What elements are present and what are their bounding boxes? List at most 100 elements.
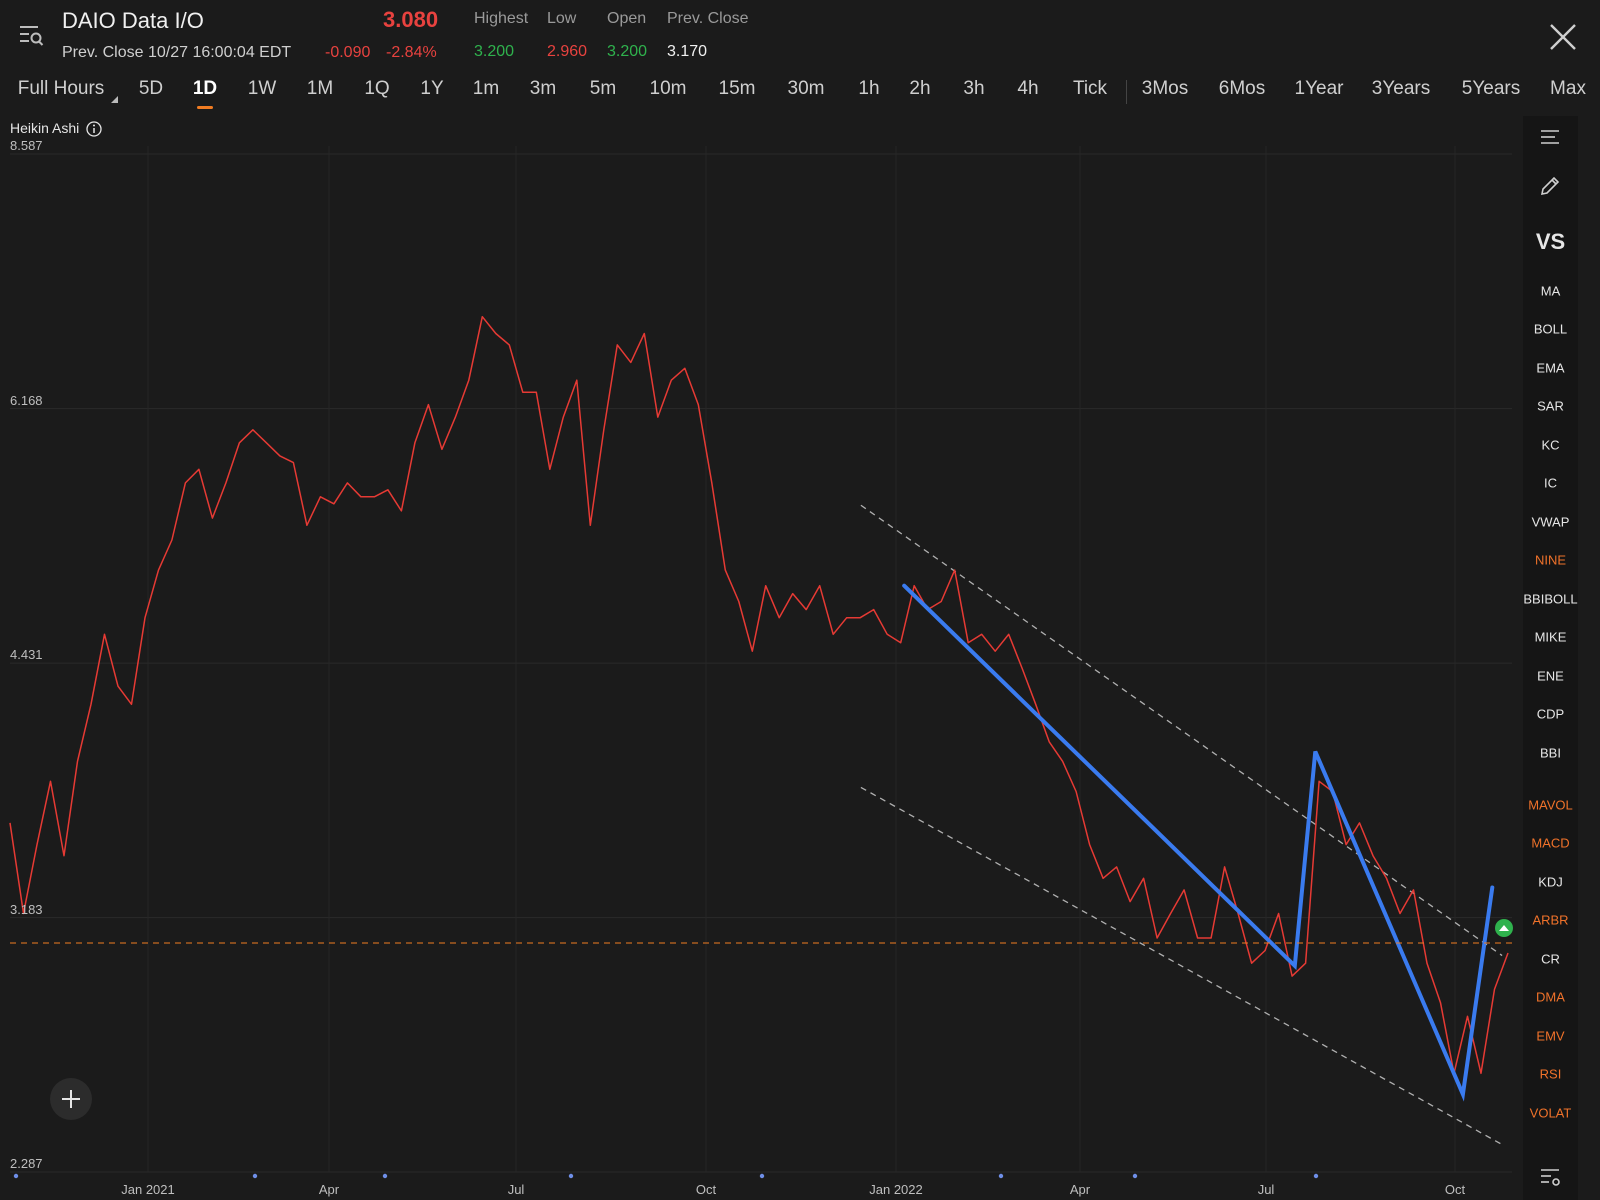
price-line [9, 315, 1509, 1075]
menu-search-icon[interactable] [18, 22, 44, 48]
event-dot [998, 1173, 1004, 1179]
tab-2h[interactable]: 2h [909, 78, 931, 99]
stat-label-highest: Highest [474, 10, 529, 27]
channel-lower-line [860, 786, 1503, 1146]
event-dot [13, 1173, 19, 1179]
y-tick-label: 6.168 [10, 392, 43, 408]
tab-1d[interactable]: 1D [192, 78, 218, 99]
tab-1h[interactable]: 1h [858, 78, 880, 99]
tab-15min[interactable]: 15m [718, 78, 756, 99]
tab-1min[interactable]: 1m [472, 78, 500, 99]
add-drawing-button[interactable] [50, 1078, 92, 1120]
event-dot [568, 1173, 574, 1179]
tab-30min[interactable]: 30m [787, 78, 825, 99]
x-tick-label: Oct [1444, 1182, 1466, 1197]
stat-label-low: Low [547, 10, 577, 27]
stock-title: DAIO Data I/O [62, 8, 204, 33]
tab-1year[interactable]: 1Year [1294, 78, 1344, 99]
price-change: -0.090 [325, 44, 371, 61]
sidebar-item-ene[interactable]: ENE [1537, 668, 1564, 684]
tab-5d[interactable]: 5D [138, 78, 164, 99]
sidebar-item-kc[interactable]: KC [1541, 437, 1560, 453]
stat-value-prev-close: 3.170 [667, 43, 708, 60]
sidebar-item-boll[interactable]: BOLL [1533, 321, 1568, 337]
sidebar-item-ic[interactable]: IC [1544, 475, 1557, 491]
event-dot [1132, 1173, 1138, 1179]
info-icon[interactable] [86, 121, 102, 137]
sidebar-item-dma[interactable]: DMA [1536, 989, 1565, 1005]
tab-max[interactable]: Max [1550, 78, 1586, 99]
tab-3years[interactable]: 3Years [1371, 78, 1431, 99]
current-price: 3.080 [383, 7, 439, 32]
event-dot [382, 1173, 388, 1179]
sidebar-item-macd[interactable]: MACD [1531, 835, 1570, 851]
tab-5min[interactable]: 5m [589, 78, 617, 99]
stat-value-highest: 3.200 [474, 43, 515, 60]
y-tick-label: 8.587 [10, 138, 43, 153]
tab-separator [1126, 80, 1127, 104]
y-tick-label: 4.431 [10, 647, 43, 663]
x-tick-label: Apr [1069, 1182, 1091, 1197]
settings-list-icon[interactable] [1537, 1164, 1563, 1190]
event-dot [1313, 1173, 1319, 1179]
sidebar-item-cr[interactable]: CR [1541, 951, 1560, 967]
tab-1w[interactable]: 1W [247, 78, 277, 99]
price-change-percent: -2.84% [386, 44, 437, 61]
sidebar-item-kdj[interactable]: KDJ [1538, 874, 1563, 890]
stat-value-low: 2.960 [547, 43, 588, 60]
timeframe-tabs: Full Hours 5D 1D 1W 1M 1Q 1Y 1m 3m 5m 10… [0, 74, 1600, 110]
plus-icon [62, 1090, 80, 1108]
current-price-marker-icon [1495, 919, 1513, 937]
tab-10min[interactable]: 10m [649, 78, 687, 99]
pencil-icon[interactable] [1537, 173, 1563, 199]
tab-4h[interactable]: 4h [1017, 78, 1039, 99]
prev-close-timestamp: Prev. Close 10/27 16:00:04 EDT [62, 44, 292, 61]
active-tab-indicator [197, 106, 213, 109]
indicator-label: Heikin Ashi [10, 120, 80, 136]
sidebar-item-nine[interactable]: NINE [1534, 552, 1567, 568]
sidebar-item-ema[interactable]: EMA [1536, 360, 1565, 376]
tab-6mos[interactable]: 6Mos [1218, 78, 1266, 99]
sidebar-item-arbr[interactable]: ARBR [1532, 912, 1569, 928]
x-tick-label: Jul [1257, 1182, 1275, 1197]
close-icon[interactable] [1548, 22, 1578, 52]
x-tick-label: Jan 2022 [869, 1182, 923, 1197]
stat-label-prev-close: Prev. Close [667, 10, 749, 27]
x-tick-label: Apr [318, 1182, 340, 1197]
tab-full-hours[interactable]: Full Hours [17, 78, 105, 99]
x-tick-label: Jul [507, 1182, 525, 1197]
sidebar-item-mike[interactable]: MIKE [1534, 629, 1567, 645]
tab-tick[interactable]: Tick [1072, 78, 1108, 99]
event-dot [759, 1173, 765, 1179]
sidebar-item-volat[interactable]: VOLAT [1529, 1105, 1572, 1121]
tab-1y[interactable]: 1Y [420, 78, 444, 99]
sidebar-item-rsi[interactable]: RSI [1539, 1066, 1562, 1082]
list-icon[interactable] [1537, 124, 1563, 150]
x-tick-label: Jan 2021 [121, 1182, 175, 1197]
stat-value-open: 3.200 [607, 43, 648, 60]
sidebar-item-bbiboll[interactable]: BBIBOLL [1523, 591, 1578, 607]
pattern-line [902, 583, 1495, 1102]
event-dot [252, 1173, 258, 1179]
sidebar-item-mavol[interactable]: MAVOL [1528, 797, 1573, 813]
x-tick-label: Oct [695, 1182, 717, 1197]
tab-5years[interactable]: 5Years [1461, 78, 1521, 99]
tab-3mos[interactable]: 3Mos [1141, 78, 1189, 99]
sidebar-item-bbi[interactable]: BBI [1540, 745, 1561, 761]
indicator-sidebar: VS MA BOLL EMA SAR KC IC VWAP NINE BBIBOLL MIKE EN… [1523, 116, 1578, 1200]
tab-3h[interactable]: 3h [963, 78, 985, 99]
sidebar-item-cdp[interactable]: CDP [1536, 706, 1565, 722]
caret-icon [111, 96, 118, 103]
tab-1q[interactable]: 1Q [364, 78, 390, 99]
sidebar-item-emv[interactable]: EMV [1536, 1028, 1565, 1044]
sidebar-item-vwap[interactable]: VWAP [1531, 514, 1570, 530]
sidebar-item-ma[interactable]: MA [1540, 283, 1561, 299]
channel-upper-line [860, 504, 1503, 957]
tab-3min[interactable]: 3m [529, 78, 557, 99]
sidebar-item-vs[interactable]: VS [1535, 229, 1566, 254]
sidebar-item-sar[interactable]: SAR [1537, 398, 1564, 414]
y-tick-label: 2.287 [10, 1156, 43, 1171]
tab-1m-period[interactable]: 1M [306, 78, 334, 99]
y-tick-label: 3.183 [10, 901, 43, 917]
